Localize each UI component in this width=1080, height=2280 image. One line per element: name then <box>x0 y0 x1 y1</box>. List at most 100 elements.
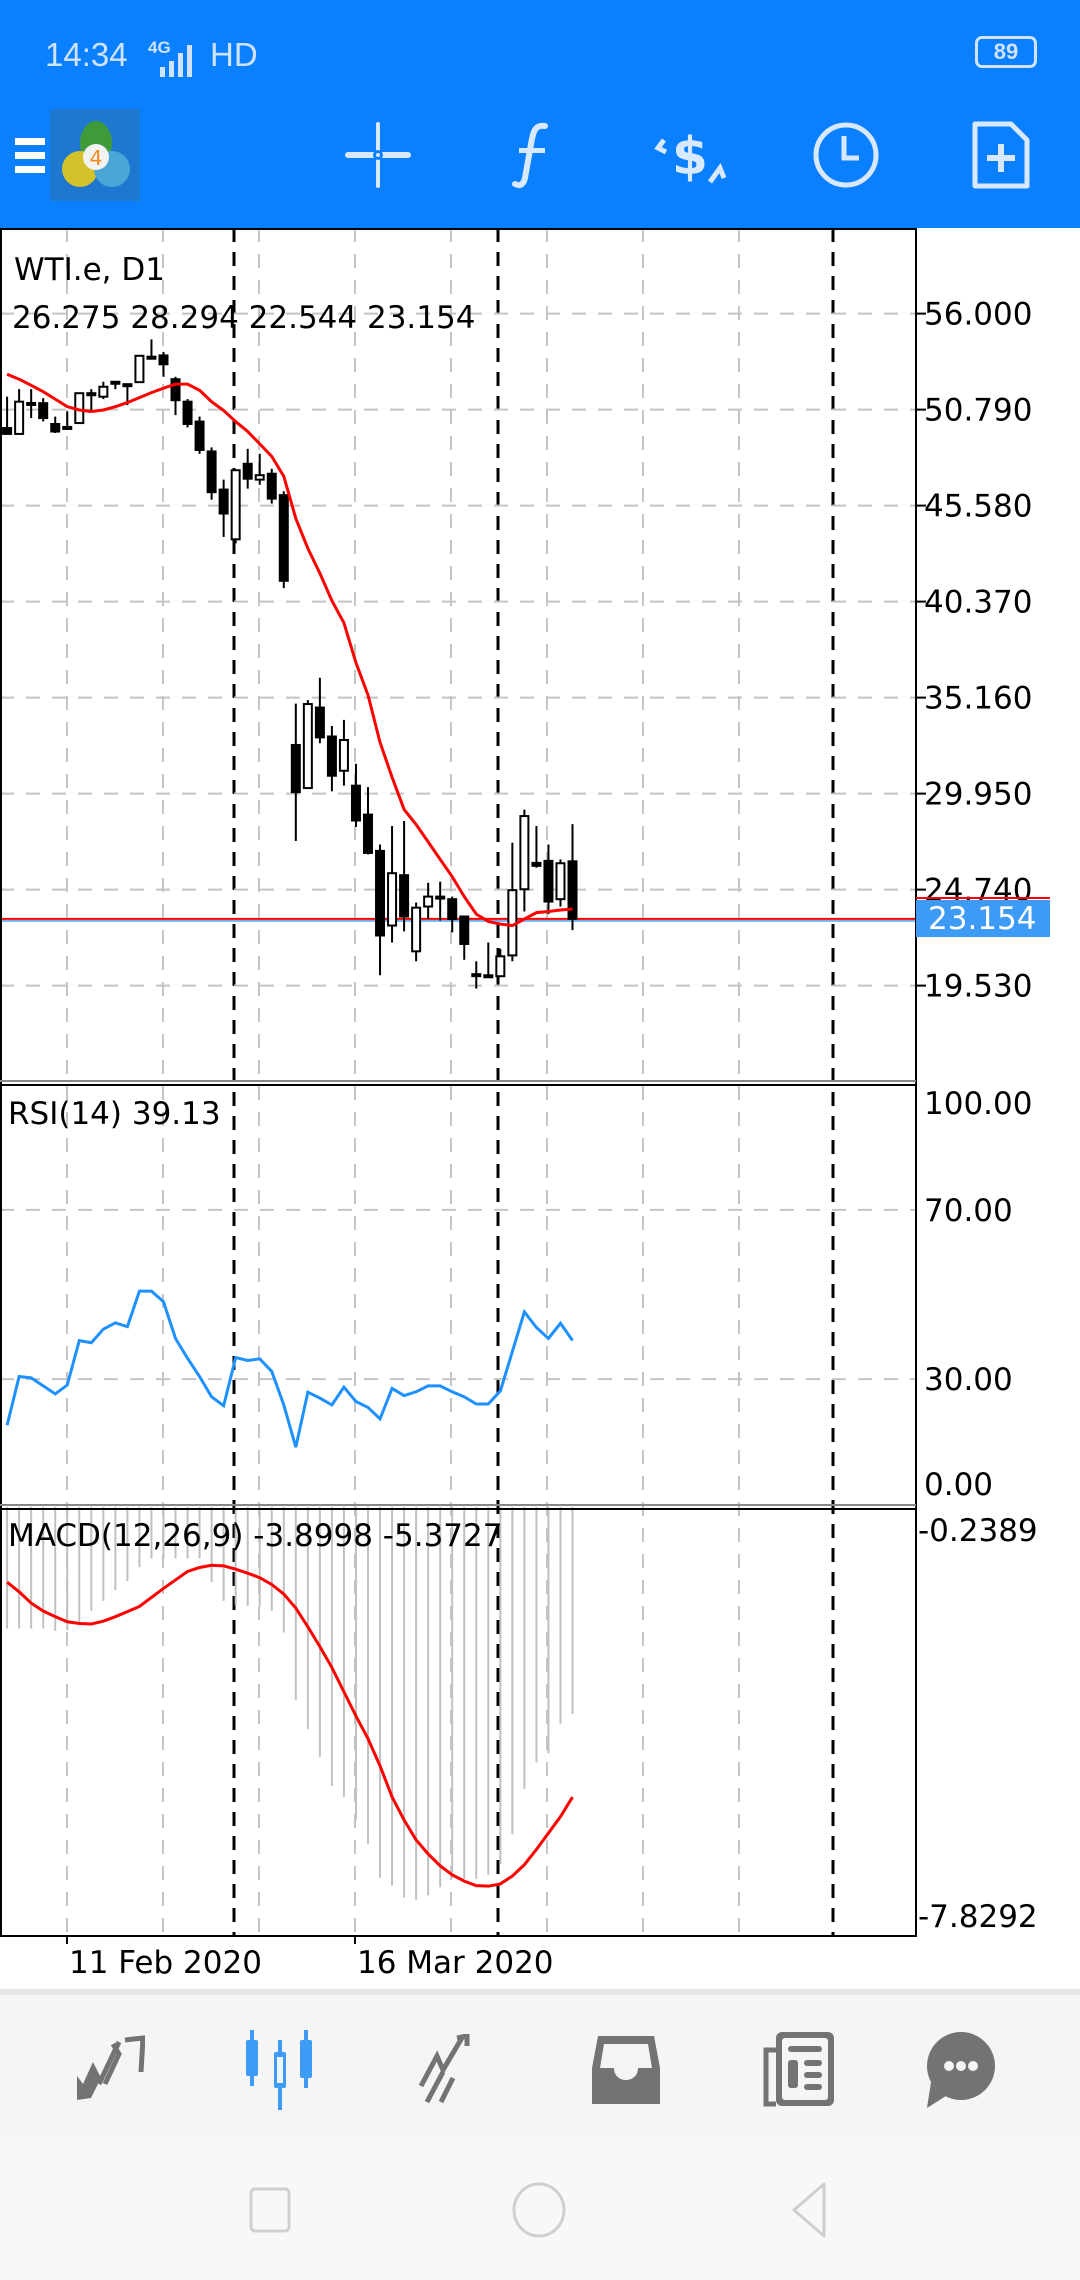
bottom-nav <box>0 1989 1080 2135</box>
nav-quotes[interactable] <box>64 2025 154 2115</box>
candle-bullish <box>387 872 398 927</box>
indicators-icon <box>512 122 548 189</box>
candle-bearish <box>459 915 470 945</box>
price-axis-label: 29.950 <box>924 777 1032 813</box>
candle-bullish <box>14 400 25 435</box>
ohlc-label: 26.275 28.294 22.544 23.154 <box>12 300 475 336</box>
nav-history[interactable] <box>581 2025 671 2115</box>
price-axis-label: 19.530 <box>924 969 1032 1005</box>
battery-icon: 89 <box>975 36 1037 68</box>
signal-icon <box>158 36 198 86</box>
price-chart[interactable]: 56.00050.79045.58040.37035.16029.95024.7… <box>0 228 1080 1989</box>
candle-bullish <box>86 392 97 397</box>
candle-bearish <box>483 974 494 979</box>
svg-text:$: $ <box>672 127 708 187</box>
price-axis-label: 40.370 <box>924 585 1032 621</box>
crosshair-icon <box>345 122 411 188</box>
menu-button[interactable] <box>0 110 60 200</box>
rsi-axis-label: 70.00 <box>924 1193 1013 1229</box>
candle-bearish <box>447 898 458 921</box>
quotes-icon <box>77 2035 145 2100</box>
grid <box>0 228 916 1936</box>
date-label-mar: 16 Mar 2020 <box>357 1945 554 1981</box>
candle-bearish <box>206 450 217 494</box>
candle-bearish <box>242 462 253 480</box>
inbox-icon <box>592 2036 660 2104</box>
current-price-tag <box>916 900 1050 937</box>
candle-bearish <box>194 420 205 451</box>
hd-indicator: HD <box>210 36 258 73</box>
home-button[interactable] <box>499 2170 579 2250</box>
macd-axis-label: -0.2389 <box>918 1513 1038 1549</box>
timeframe-button[interactable] <box>801 110 891 200</box>
candle-bullish <box>555 862 566 901</box>
candle-bearish <box>471 973 482 978</box>
nav-chat[interactable] <box>914 2025 1004 2115</box>
candle-bullish <box>122 383 133 388</box>
app-header: 14:34 4G HD 89 4 $ <box>0 0 1080 228</box>
indicators-button[interactable] <box>487 110 577 200</box>
new-order-button[interactable] <box>956 110 1046 200</box>
macd-panel <box>6 1507 574 1900</box>
candle-bullish <box>338 738 349 772</box>
chart-frame <box>0 228 917 1937</box>
trade-button[interactable]: $ <box>645 110 735 200</box>
square-icon <box>249 2187 291 2233</box>
candle-bearish <box>218 488 229 515</box>
rsi-axis-label: 0.00 <box>924 1467 993 1503</box>
macd-signal-line <box>6 1563 574 1888</box>
candle-bullish <box>62 425 73 430</box>
price-axis-label: 35.160 <box>924 681 1032 717</box>
candle-bearish <box>375 849 386 937</box>
candle-bearish <box>567 860 578 920</box>
clock-icon <box>813 122 879 188</box>
price-axis-label: 56.000 <box>924 297 1032 333</box>
candle-bullish <box>254 474 265 481</box>
back-triangle-icon <box>792 2182 826 2238</box>
candle-bearish <box>531 861 542 867</box>
candle-bullish <box>302 703 313 790</box>
chart-icon <box>246 2030 312 2110</box>
chat-icon <box>927 2032 995 2108</box>
recents-button[interactable] <box>230 2170 310 2250</box>
candle-bearish <box>38 402 49 420</box>
macd-label: MACD(12,26,9) -3.8998 -5.3727 <box>8 1518 502 1554</box>
candle-bearish <box>182 400 193 425</box>
trade-icon <box>418 2034 470 2104</box>
candle-bearish <box>350 784 361 822</box>
nav-news[interactable] <box>753 2025 843 2115</box>
candle-bearish <box>278 494 289 582</box>
menu-icon <box>15 138 45 173</box>
status-time: 14:34 <box>45 36 128 73</box>
candle-bearish <box>290 743 301 794</box>
candle-bearish <box>2 427 13 435</box>
candle-bullish <box>495 955 506 978</box>
candle-bearish <box>146 355 157 360</box>
symbol-label: WTI.e, D1 <box>14 252 165 288</box>
back-button[interactable] <box>770 2170 850 2250</box>
candle-bullish <box>134 354 145 384</box>
nav-trade[interactable] <box>408 2025 498 2115</box>
battery-level: 89 <box>993 39 1019 64</box>
candle-bearish <box>266 472 277 500</box>
candle-bearish <box>326 735 337 777</box>
mt4-logo[interactable]: 4 <box>50 109 140 201</box>
rsi-axis-label: 30.00 <box>924 1362 1013 1398</box>
chart-border <box>0 228 917 1937</box>
rsi-line <box>5 1289 574 1448</box>
crosshair-button[interactable] <box>333 110 423 200</box>
candle-bearish <box>363 813 373 854</box>
price-axis-label: 45.580 <box>924 489 1032 525</box>
macd-axis-label: -7.8292 <box>918 1899 1038 1935</box>
candle-bearish <box>314 706 325 739</box>
nav-chart[interactable] <box>235 2025 325 2115</box>
price-axis-label: 50.790 <box>924 393 1032 429</box>
candle-bearish <box>399 874 410 918</box>
moving-average-line <box>6 372 573 928</box>
rsi-axis-label: 100.00 <box>924 1086 1032 1122</box>
candle-bullish <box>230 469 241 541</box>
candle-bullish <box>26 401 37 406</box>
circle-icon <box>512 2182 566 2238</box>
rsi-panel <box>5 1289 574 1448</box>
candle-bullish <box>519 815 530 891</box>
